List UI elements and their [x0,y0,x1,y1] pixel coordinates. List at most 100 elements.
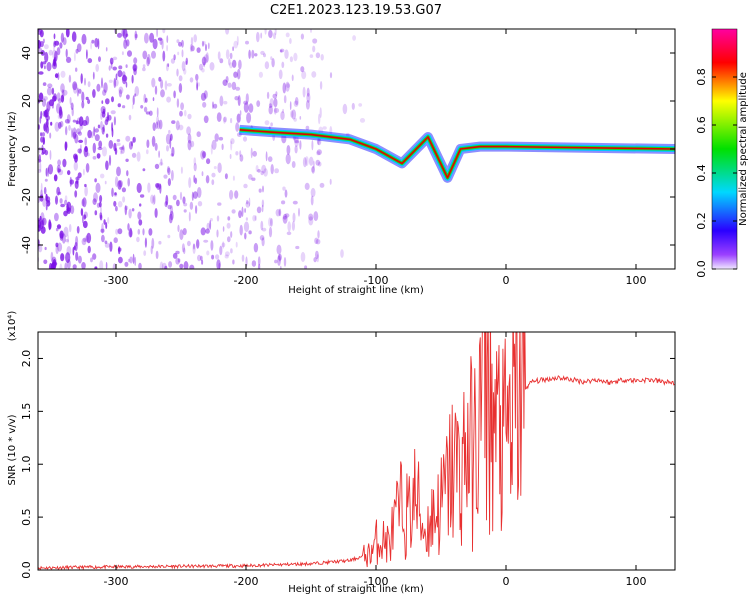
noise-speckle [311,71,317,78]
noise-speckle [72,264,77,269]
noise-speckle [178,75,183,82]
noise-speckle [176,98,180,108]
noise-speckle [230,138,235,145]
noise-speckle [238,59,242,70]
noise-speckle [311,140,314,151]
noise-speckle [263,53,266,58]
noise-speckle [312,38,318,44]
noise-speckle [314,237,319,244]
noise-speckle [209,62,215,71]
noise-speckle [178,124,184,131]
noise-speckle [99,195,103,203]
noise-speckle [147,182,151,193]
noise-speckle [273,32,276,40]
noise-speckle [300,66,305,73]
noise-speckle [54,212,59,222]
noise-speckle [102,146,107,157]
noise-speckle [310,29,312,33]
noise-speckle [105,160,109,171]
noise-speckle [268,105,273,115]
noise-speckle [112,66,117,71]
noise-speckle [313,257,317,263]
noise-speckle [270,56,273,61]
snr-y-tick-label: 1.5 [20,403,33,421]
noise-speckle [231,209,236,214]
noise-speckle [92,89,96,98]
noise-speckle [60,83,65,93]
noise-speckle [201,171,204,177]
noise-speckle [301,70,307,80]
noise-speckle [172,194,177,201]
noise-speckle [62,89,68,96]
noise-speckle [38,169,42,173]
noise-speckle [308,156,314,166]
noise-speckle [138,262,142,269]
noise-speckle [230,248,233,254]
noise-speckle [137,228,141,235]
noise-speckle [51,87,55,95]
noise-speckle [183,247,186,255]
noise-speckle [315,250,319,260]
noise-speckle [196,47,201,53]
snr-panel: -300 -200 -100 0 100 0.0 0.5 1.0 1.5 2.0 Height o… [7,311,676,595]
noise-speckle [104,242,110,248]
noise-speckle [132,64,137,72]
noise-speckle [83,214,87,220]
noise-speckle [185,60,188,65]
noise-speckle [79,123,84,130]
noise-speckle [284,213,290,218]
noise-speckle [260,170,264,176]
noise-speckle [302,86,306,98]
noise-speckle [100,173,105,179]
noise-speckle [229,154,232,159]
noise-speckle [152,38,158,50]
noise-speckle [234,96,239,101]
noise-speckle [60,94,65,103]
noise-speckle [187,133,192,144]
noise-speckle [143,106,148,113]
noise-speckle [203,41,206,46]
noise-speckle [279,49,283,53]
noise-speckle [125,135,131,142]
noise-speckle [82,197,87,208]
noise-speckle [221,242,226,248]
noise-speckle [237,95,241,107]
noise-speckle [115,73,118,80]
noise-speckle [38,40,42,49]
noise-speckle [206,222,210,230]
noise-speckle [157,37,163,41]
noise-speckle [232,259,235,265]
noise-speckle [315,239,321,245]
snr-x-tick-label: 100 [626,575,647,588]
noise-speckle [40,132,43,137]
noise-speckle [43,259,48,265]
noise-speckle [39,116,42,124]
noise-speckle [187,240,191,247]
noise-speckle [159,39,163,45]
noise-speckle [245,93,249,104]
noise-speckle [47,164,54,175]
noise-speckle [58,98,62,104]
noise-speckle [283,257,287,267]
noise-speckle [48,99,55,107]
noise-speckle [272,93,278,99]
figure-title: C2E1.2023.123.19.53.G07 [270,3,442,18]
snr-y-tick-label: 1.0 [20,455,33,473]
noise-speckle [245,217,248,221]
spectrogram-y-tick-label: 20 [20,94,33,108]
noise-speckle [118,256,123,264]
noise-speckle [84,183,87,188]
noise-speckle [317,139,320,145]
noise-speckle [142,64,146,68]
noise-speckle [193,174,196,183]
noise-speckle [51,261,56,269]
noise-speckle [289,101,292,111]
noise-speckle [287,221,292,232]
noise-speckle [281,61,285,68]
noise-speckle [244,208,246,213]
noise-speckle [248,174,253,180]
noise-speckle [46,61,52,72]
track-line [239,129,675,179]
noise-speckle [166,145,169,152]
noise-speckle [278,253,281,263]
